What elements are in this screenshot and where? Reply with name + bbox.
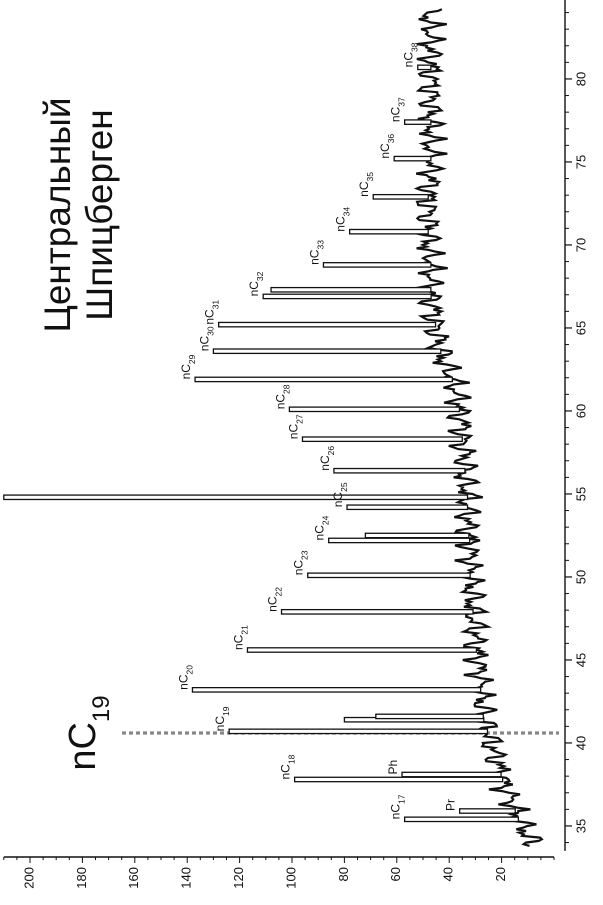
- y-tick-label: 140: [179, 867, 194, 889]
- x-tick-label: 80: [574, 72, 589, 86]
- y-tick-label: 100: [283, 867, 298, 889]
- peak-spike: [228, 728, 489, 735]
- peak-label: nC31: [203, 300, 221, 325]
- peak-label: nC30: [197, 326, 215, 351]
- x-tick-label: 50: [574, 570, 589, 584]
- peak-label: nC36: [378, 134, 396, 159]
- peak-spike: [372, 193, 429, 200]
- peak-label: nC37: [389, 97, 407, 122]
- y-tick-label: 160: [126, 867, 141, 889]
- peak-label-layer: nC17 Pr nC18 Ph nC19 nC20 nC21 nC22 nC23nC24nC25…: [176, 42, 457, 819]
- peak-spike: [401, 771, 502, 778]
- chart-title-line-2: Шпицберген: [79, 109, 120, 320]
- y-tick-label: 60: [388, 867, 403, 881]
- peak-label: nC21: [231, 625, 249, 650]
- peak-label: nC17: [389, 794, 407, 819]
- peak-spike: [346, 504, 469, 511]
- axes-layer: 35 40 45 50 55 60 65 70 75 80 20 40 60 80 100 120 140 160…: [3, 0, 589, 889]
- peak-spike: [212, 348, 442, 355]
- trace-layer: [3, 8, 544, 847]
- peak-label: Ph: [386, 760, 400, 775]
- reference-line-label: nC19: [62, 695, 115, 770]
- x-tick-label: 75: [574, 155, 589, 169]
- peak-label: nC20: [176, 665, 194, 690]
- y-tick-label: 40: [441, 867, 456, 881]
- peak-label: nC32: [247, 271, 265, 296]
- chromatogram-trace: [413, 8, 544, 847]
- peak-spike: [393, 155, 432, 162]
- peak-label: nC35: [357, 172, 375, 197]
- chart-title-line-1: Центральный: [37, 97, 78, 332]
- peak-spike: [328, 537, 471, 544]
- peak-label: nC22: [266, 587, 284, 612]
- peak-label: nC29: [179, 354, 197, 379]
- x-tick-label: 55: [574, 487, 589, 501]
- peak-label: nC28: [273, 384, 291, 409]
- peak-spike: [322, 262, 432, 268]
- peak-label: nC27: [286, 414, 304, 439]
- peak-label: nC18: [279, 754, 297, 779]
- x-tick-label: 40: [574, 736, 589, 750]
- peak-spike: [404, 119, 432, 125]
- peak-spike: [417, 64, 432, 71]
- x-tick-label: 70: [574, 238, 589, 252]
- peak-label: nC25: [331, 482, 349, 507]
- peak-spike: [191, 686, 482, 693]
- x-tick-label: 60: [574, 404, 589, 418]
- peak-spike: [307, 572, 471, 579]
- y-tick-label: 200: [21, 867, 36, 889]
- peak-label: Pr: [444, 799, 458, 811]
- title-layer: Центральный Шпицберген: [37, 97, 120, 332]
- peak-spike: [364, 532, 470, 539]
- peak-spike: [404, 816, 520, 823]
- peak-label: nC34: [334, 207, 352, 232]
- y-tick-label: 80: [336, 867, 351, 881]
- y-tick-label: 180: [74, 867, 89, 889]
- peak-label: nC38: [402, 42, 420, 67]
- peak-spike: [217, 321, 437, 328]
- peak-spike: [459, 808, 516, 814]
- peak-label: nC24: [313, 515, 331, 540]
- peak-spike: [333, 467, 466, 474]
- x-tick-label: 35: [574, 819, 589, 833]
- peak-spike: [270, 286, 432, 293]
- peak-spike: [288, 406, 461, 413]
- y-tick-label: 120: [231, 867, 246, 889]
- peak-label: nC19: [213, 706, 231, 731]
- peak-spike: [3, 494, 469, 501]
- peak-label: nC33: [307, 240, 325, 265]
- peak-label: nC23: [292, 550, 310, 575]
- peak-spike: [262, 293, 432, 300]
- peak-spike: [348, 228, 429, 235]
- x-tick-label: 45: [574, 653, 589, 667]
- peak-spike: [301, 436, 463, 443]
- peak-label: nC26: [318, 446, 336, 471]
- peak-spike: [293, 776, 504, 783]
- x-tick-label: 65: [574, 321, 589, 335]
- peak-spike: [246, 647, 478, 653]
- peak-spike: [375, 713, 484, 720]
- peak-spike: [194, 376, 453, 383]
- peak-spike: [280, 608, 474, 615]
- y-tick-label: 20: [493, 867, 508, 881]
